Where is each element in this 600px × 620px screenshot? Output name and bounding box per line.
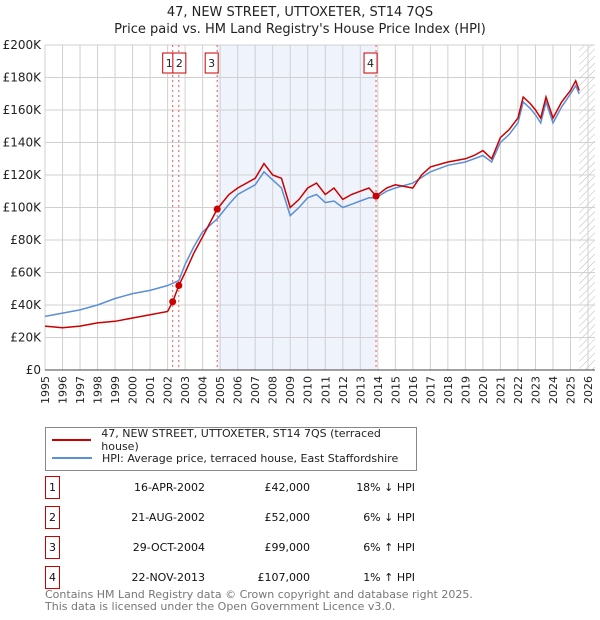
x-tick-label: 2015 [389, 376, 402, 404]
x-tick-label: 2005 [214, 376, 227, 404]
transaction-number-badge: 1 [45, 476, 60, 499]
transaction-price: £107,000 [257, 571, 311, 584]
x-tick-label: 2000 [127, 376, 140, 404]
x-tick-label: 2014 [372, 376, 385, 404]
transaction-date: 16-APR-2002 [133, 481, 205, 494]
red-line-swatch [52, 439, 92, 441]
transaction-number-badge: 4 [45, 566, 60, 589]
x-tick-label: 2003 [179, 376, 192, 404]
x-tick-label: 2011 [319, 376, 332, 404]
x-tick-label: 2022 [512, 376, 525, 404]
y-tick-label: £100K [3, 201, 43, 215]
legend-item-hpi: HPI: Average price, terraced house, East… [52, 449, 398, 467]
x-tick-label: 1998 [92, 376, 105, 404]
sale-label: 4 [367, 57, 374, 70]
sale-label: 2 [176, 57, 183, 70]
x-tick-label: 2010 [302, 376, 315, 404]
x-tick-label: 2020 [477, 376, 490, 404]
x-tick-label: 1999 [109, 376, 122, 404]
sale-point [213, 205, 221, 213]
transaction-date: 22-NOV-2013 [131, 571, 205, 584]
sale-point [372, 192, 380, 200]
x-tick-label: 2012 [337, 376, 350, 404]
y-tick-label: £20K [10, 331, 42, 345]
x-tick-label: 2019 [459, 376, 472, 404]
chart-title: 47, NEW STREET, UTTOXETER, ST14 7QS [166, 5, 434, 20]
transaction-hpi-diff: 1% ↑ HPI [363, 571, 415, 584]
y-tick-label: £200K [3, 38, 43, 52]
x-tick-label: 2007 [249, 376, 262, 404]
transaction-number-badge: 3 [45, 536, 60, 559]
y-tick-label: £40K [10, 298, 42, 312]
sale-point [175, 282, 183, 289]
transaction-price: £42,000 [264, 481, 311, 494]
x-tick-label: 2018 [442, 376, 455, 404]
x-tick-label: 2001 [144, 376, 157, 404]
footer-line: This data is licensed under the Open Gov… [45, 600, 396, 613]
x-tick-label: 2002 [162, 376, 175, 404]
y-tick-label: £0 [26, 363, 41, 377]
x-tick-label: 1997 [74, 376, 87, 404]
sale-label-box [363, 52, 378, 74]
sale-label: 3 [208, 57, 215, 70]
transaction-number-badge: 2 [45, 506, 60, 529]
y-tick-label: £160K [3, 103, 43, 117]
x-tick-label: 2004 [197, 376, 210, 404]
x-tick-label: 2009 [284, 376, 297, 404]
transaction-hpi-diff: 6% ↑ HPI [363, 541, 415, 554]
footer: Contains HM Land Registry data © Crown c… [45, 589, 473, 613]
legend: 47, NEW STREET, UTTOXETER, ST14 7QS (ter… [45, 427, 417, 471]
x-tick-label: 1995 [39, 376, 52, 404]
transaction-hpi-diff: 6% ↓ HPI [363, 511, 415, 524]
x-tick-label: 2024 [547, 376, 560, 404]
legend-item-property: 47, NEW STREET, UTTOXETER, ST14 7QS (ter… [52, 427, 416, 453]
transaction-date: 21-AUG-2002 [131, 511, 205, 524]
transaction-price: £52,000 [264, 511, 311, 524]
x-tick-label: 2023 [529, 376, 542, 404]
legend-label: HPI: Average price, terraced house, East… [102, 451, 399, 465]
transaction-hpi-diff: 18% ↓ HPI [356, 481, 415, 494]
sale-label-box [204, 52, 219, 74]
y-tick-label: £120K [3, 168, 43, 182]
x-tick-label: 2006 [232, 376, 245, 404]
x-tick-label: 2026 [582, 376, 595, 404]
blue-line-swatch [52, 457, 92, 459]
hpi-line [44, 83, 580, 318]
price-chart: 1995 1996 1997 1998 1999 2000 2001 2002 2003 2004… [3, 38, 595, 404]
sale-label: 1 [166, 57, 173, 70]
x-tick-label: 2025 [564, 376, 577, 404]
x-tick-label: 1996 [57, 376, 70, 404]
y-tick-label: £180K [3, 71, 43, 85]
y-tick-label: £140K [3, 136, 43, 150]
x-tick-label: 2017 [424, 376, 437, 404]
chart-subtitle: Price paid vs. HM Land Registry's House … [114, 22, 486, 37]
y-tick-label: £60K [10, 266, 42, 280]
y-tick-label: £80K [10, 233, 42, 247]
sale-point [169, 298, 177, 306]
footer-line: Contains HM Land Registry data © Crown c… [45, 588, 473, 601]
x-tick-label: 2021 [494, 376, 507, 404]
x-tick-label: 2016 [407, 376, 420, 404]
legend-label: 47, NEW STREET, UTTOXETER, ST14 7QS (ter… [101, 427, 381, 453]
transaction-date: 29-OCT-2004 [132, 541, 205, 554]
x-tick-label: 2008 [267, 376, 280, 404]
sale-label-box [172, 52, 187, 74]
transaction-price: £99,000 [264, 541, 311, 554]
x-tick-label: 2013 [354, 376, 367, 404]
